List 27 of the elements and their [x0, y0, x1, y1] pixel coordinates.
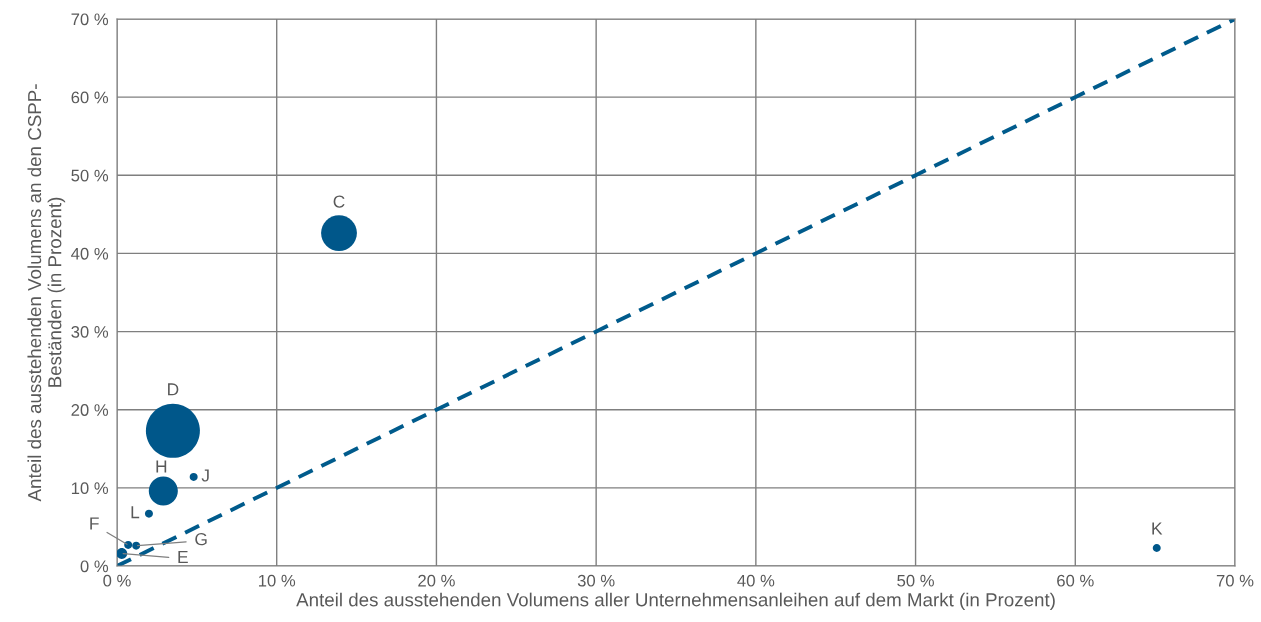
y-axis-title: Anteil des ausstehenden Volumens an den CSPP- Beständen (in Prozent)	[27, 84, 66, 502]
x-tick-label: 10 %	[258, 574, 296, 587]
annotation: K	[1152, 522, 1163, 535]
annotation: E	[178, 551, 188, 563]
y-tick-label: 60 %	[71, 91, 109, 104]
y-tick-label: 40 %	[71, 247, 109, 260]
y-tick-label: 10 %	[71, 482, 109, 495]
annotation: G	[195, 533, 207, 546]
x-tick-label: 60 %	[1057, 574, 1094, 587]
y-tick-label: 50 %	[71, 169, 109, 182]
x-tick-label: 0 %	[103, 574, 131, 587]
annotation: H	[156, 460, 167, 473]
x-tick-label: 20 %	[418, 574, 455, 587]
annotation: F	[90, 517, 99, 530]
y-tick-label: 30 %	[71, 325, 109, 338]
y-tick-label: 0 %	[80, 560, 109, 573]
y-tick-label: 70 %	[71, 13, 109, 26]
annotation: C	[333, 195, 345, 208]
annotation: J	[201, 469, 209, 482]
y-tick-label: 20 %	[71, 404, 109, 416]
x-axis-title: Anteil des ausstehenden Volumens aller Unternehmensanleihen auf dem Markt (in Prozent)	[296, 592, 1055, 611]
x-tick-label: 70 %	[1216, 574, 1254, 587]
x-tick-label: 40 %	[737, 574, 775, 587]
x-tick-label: 30 %	[577, 574, 615, 587]
x-tick-label: 50 %	[897, 574, 934, 587]
annotation: L	[131, 506, 140, 519]
annotation: D	[168, 383, 179, 396]
